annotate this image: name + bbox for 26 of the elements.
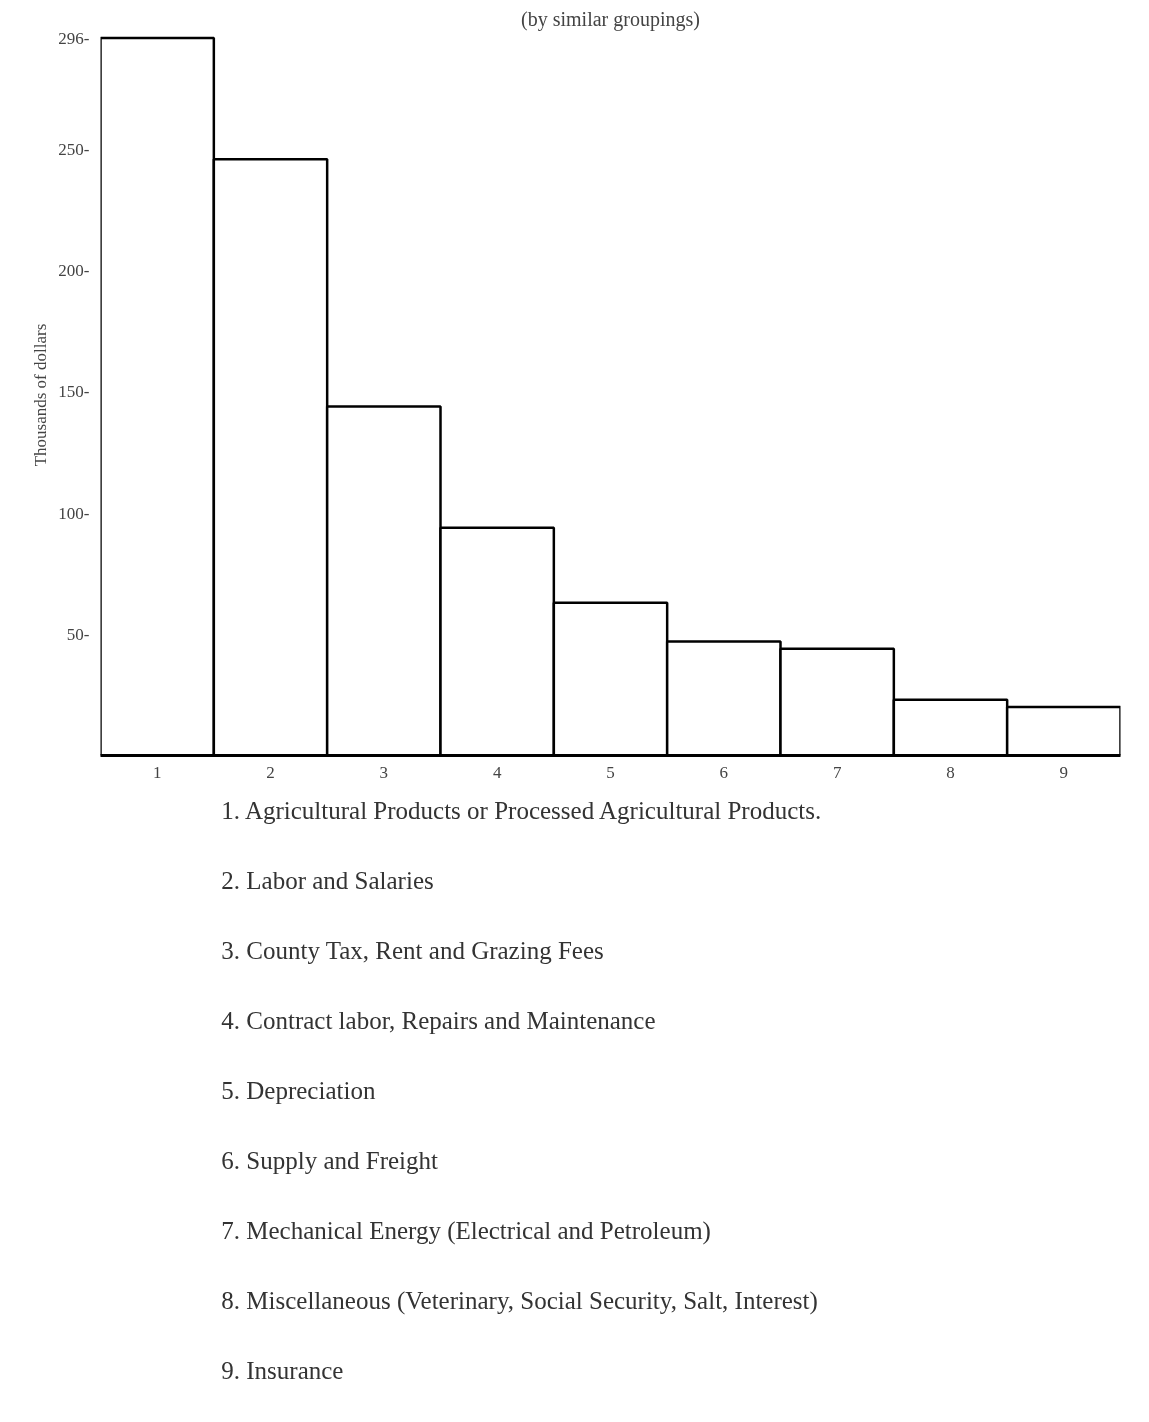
- text: 2. Labor and Salaries: [221, 867, 434, 894]
- x-tick-label: 4: [492, 762, 502, 782]
- y-tick-label: 296-: [58, 28, 90, 48]
- x-tick-label: 8: [946, 762, 955, 782]
- x-tick-label: 7: [832, 762, 842, 782]
- x-tick-label: 2: [266, 762, 275, 782]
- y-tick-label: 50-: [66, 624, 90, 644]
- x-tick-label: 5: [606, 762, 615, 782]
- x-tick-label: 3: [379, 762, 389, 782]
- text: 1. Agricultural Products or Processed Agricultural Products.: [221, 797, 822, 824]
- x-tick-label: 1: [152, 762, 162, 782]
- text: 7. Mechanical Energy (Electrical and Petroleum): [221, 1217, 711, 1245]
- y-tick-label: 150-: [58, 382, 90, 402]
- y-axis-title: Thousands of dollars: [31, 323, 51, 467]
- y-tick-label: 200-: [58, 261, 90, 281]
- text: 9. Insurance: [221, 1357, 344, 1384]
- text: 6. Supply and Freight: [221, 1147, 439, 1174]
- text: 5. Depreciation: [221, 1077, 376, 1104]
- text: 8. Miscellaneous (Veterinary, Social Security, Salt, Interest): [221, 1287, 818, 1315]
- y-tick-label: 250-: [58, 140, 90, 160]
- y-tick-label: 100-: [58, 503, 90, 523]
- x-tick-label: 9: [1059, 762, 1069, 782]
- text: 3. County Tax, Rent and Grazing Fees: [221, 937, 604, 964]
- text: 4. Contract labor, Repairs and Maintenance: [221, 1007, 656, 1034]
- x-tick-label: 6: [719, 762, 729, 782]
- chart-title: (by similar groupings): [521, 7, 700, 31]
